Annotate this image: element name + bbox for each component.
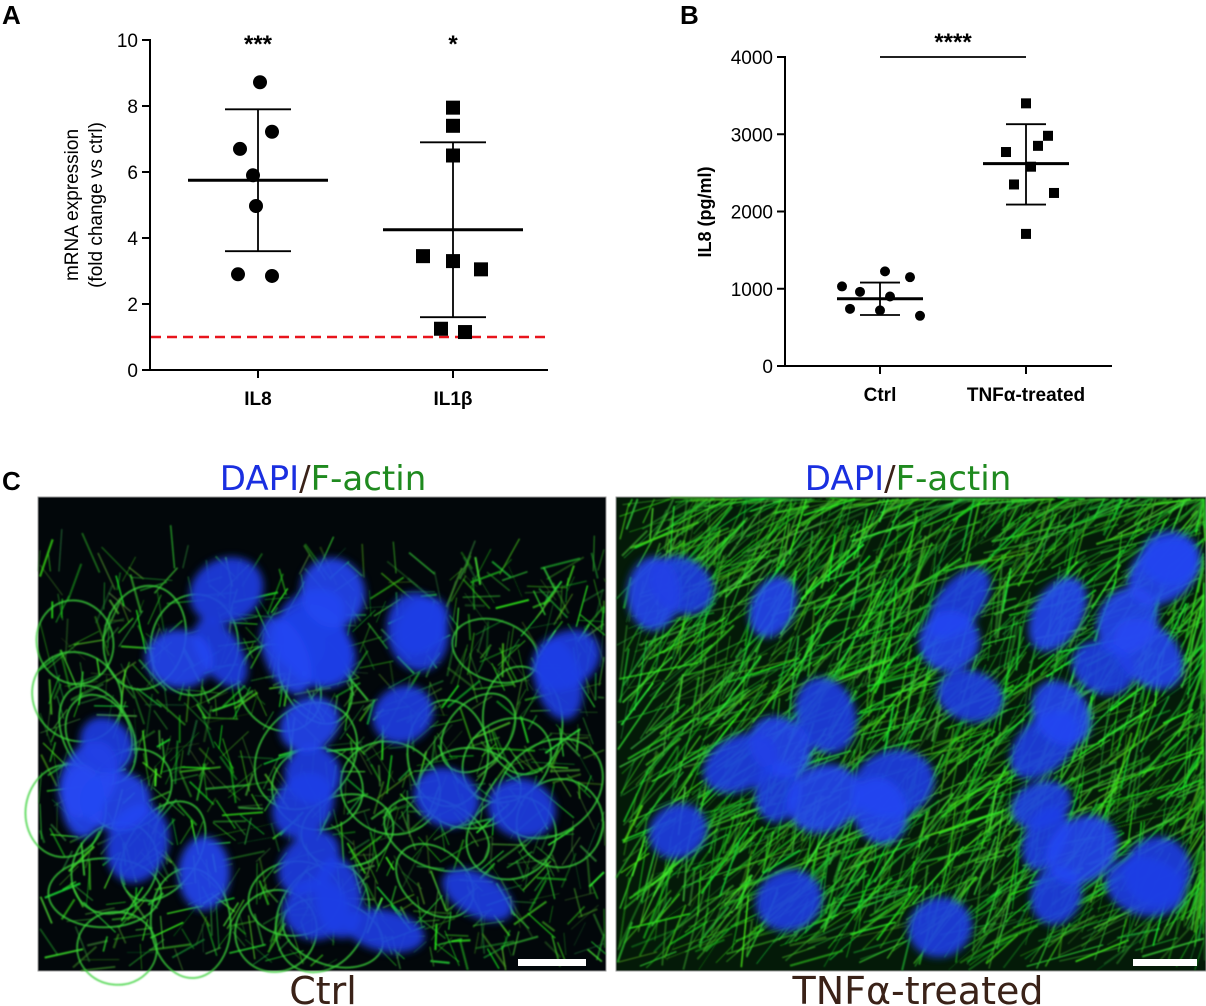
chart-a-data-point bbox=[265, 268, 279, 283]
micrographs: DAPI/F-actin DAPI/F-actin Ctrl TNFα-trea… bbox=[24, 459, 1206, 1006]
chart-a-significance-label: *** bbox=[244, 31, 273, 58]
micrograph-2-scale-bar bbox=[1133, 959, 1197, 966]
micrograph-2-factin-label: F-actin bbox=[896, 459, 1012, 499]
chart-b-data-point bbox=[845, 303, 855, 314]
chart-a-data-point bbox=[434, 321, 448, 336]
chart-b-data-point bbox=[1043, 130, 1053, 141]
chart-b-data-point bbox=[1049, 187, 1059, 198]
chart-b-data-point bbox=[855, 286, 865, 297]
chart-a-significance-label: * bbox=[448, 31, 458, 58]
chart-b-ytick-label: 3000 bbox=[731, 125, 773, 146]
chart-a-ytick-label: 0 bbox=[127, 361, 138, 382]
chart-b-category-label: TNFα-treated bbox=[967, 385, 1085, 406]
chart-a-data-point bbox=[446, 148, 460, 163]
micrograph-ctrl-image bbox=[24, 496, 607, 986]
panel-label-c: C bbox=[2, 466, 21, 496]
micrograph-1-caption: Ctrl bbox=[289, 969, 357, 1006]
chart-b-data-point bbox=[905, 272, 915, 283]
chart-a-category-label: IL1β bbox=[433, 389, 472, 410]
chart-b-data-point bbox=[1021, 98, 1031, 109]
chart-b-ylabel: IL8 (pg/ml) bbox=[695, 167, 715, 258]
chart-a-data-point bbox=[253, 75, 267, 90]
chart-a: mRNA expression (fold change vs ctrl) 0 2… bbox=[62, 31, 548, 410]
chart-a-ylabel-line1: mRNA expression bbox=[62, 129, 83, 281]
chart-b-ytick-label: 0 bbox=[762, 357, 773, 378]
chart-a-data-point bbox=[231, 267, 245, 282]
chart-b-data-point bbox=[1021, 228, 1031, 239]
chart-b-data-point bbox=[880, 266, 890, 277]
chart-a-data-point bbox=[446, 118, 460, 133]
chart-b-data-point bbox=[1033, 140, 1043, 151]
chart-a-data-point bbox=[474, 262, 488, 277]
chart-a-data-point bbox=[446, 100, 460, 115]
chart-b-data-point bbox=[1001, 147, 1011, 158]
chart-a-data-point bbox=[249, 198, 263, 213]
micrograph-1-factin-label: F-actin bbox=[311, 459, 427, 499]
chart-b-category-label: Ctrl bbox=[864, 385, 897, 406]
chart-b-data-point bbox=[915, 310, 925, 321]
micrograph-2-caption: TNFα-treated bbox=[791, 969, 1043, 1006]
chart-a-data-point bbox=[265, 124, 279, 139]
micrograph-2-separator: / bbox=[884, 459, 896, 499]
chart-a-ytick-label: 6 bbox=[127, 163, 138, 184]
chart-a-category-label: IL8 bbox=[244, 389, 271, 410]
chart-a-data-point bbox=[416, 249, 430, 264]
chart-a-ytick-label: 4 bbox=[127, 229, 138, 250]
chart-a-ylabel-line2: (fold change vs ctrl) bbox=[86, 122, 107, 288]
panel-label-a: A bbox=[2, 0, 21, 30]
chart-b-ytick-label: 1000 bbox=[731, 280, 773, 301]
micrograph-1-dapi-label: DAPI bbox=[220, 459, 299, 499]
micrograph-1-scale-bar bbox=[518, 959, 586, 966]
micrograph-2-dapi-label: DAPI bbox=[805, 459, 884, 499]
chart-a-data-point bbox=[233, 141, 247, 156]
chart-b: IL8 (pg/ml) 0 1000 2000 3000 4000 Ctrl TNFα-tr… bbox=[695, 29, 1112, 406]
chart-a-data-point bbox=[446, 254, 460, 269]
micrograph-tnfa-image bbox=[615, 496, 1206, 972]
chart-a-ytick-label: 8 bbox=[127, 97, 138, 118]
chart-b-ytick-label: 2000 bbox=[731, 203, 773, 224]
panel-label-b: B bbox=[680, 0, 699, 30]
micrograph-1-stain-title: DAPI/F-actin bbox=[220, 459, 427, 499]
chart-b-ytick-label: 4000 bbox=[731, 48, 773, 69]
chart-b-data-point bbox=[837, 281, 847, 292]
chart-b-significance-label: **** bbox=[934, 29, 972, 56]
chart-a-ytick-label: 10 bbox=[117, 31, 138, 52]
chart-b-data-point bbox=[875, 305, 885, 316]
chart-a-ytick-label: 2 bbox=[127, 295, 138, 316]
chart-a-data-point bbox=[458, 325, 472, 340]
micrograph-2-stain-title: DAPI/F-actin bbox=[805, 459, 1012, 499]
micrograph-1-separator: / bbox=[299, 459, 311, 499]
chart-b-data-point bbox=[1026, 161, 1036, 172]
chart-b-data-point bbox=[1009, 179, 1019, 190]
